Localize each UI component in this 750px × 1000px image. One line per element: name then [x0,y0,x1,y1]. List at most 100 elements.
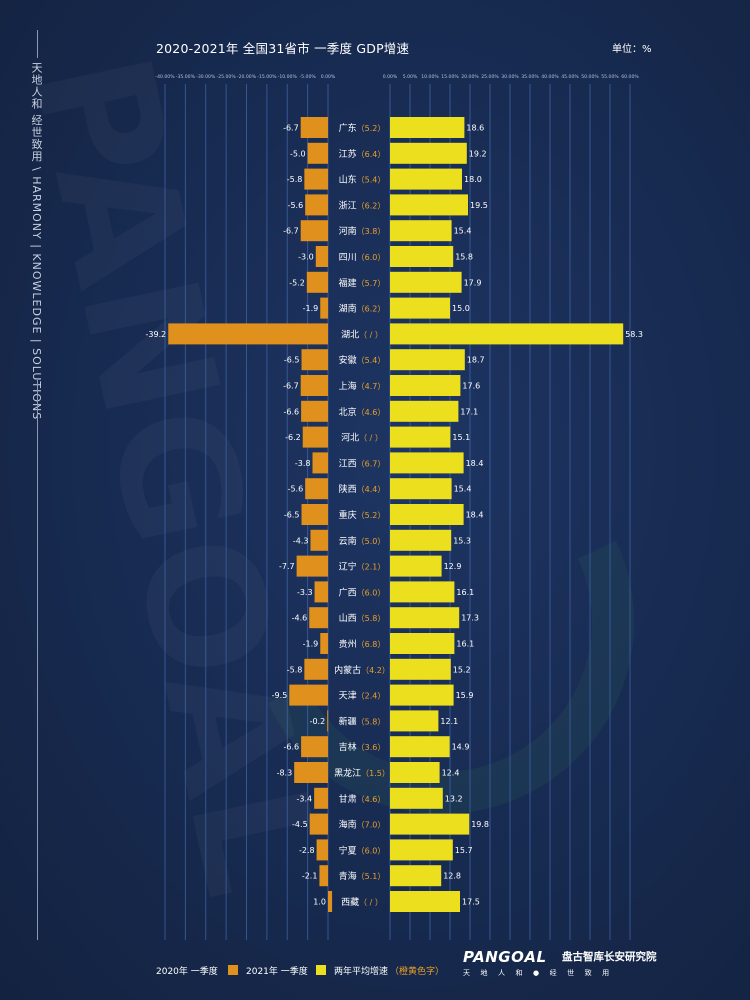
left-axis-tick-label: -20.00% [237,74,257,80]
bar-2021 [390,607,460,629]
two-year-avg-label: （6.7） [357,459,386,468]
province-label: 上海 [339,380,357,392]
value-label-2021: 12.4 [442,769,460,778]
left-axis-tick-label: -40.00% [155,74,175,80]
value-label-2020: -39.2 [146,330,167,339]
two-year-avg-label: （5.4） [357,356,386,365]
value-label-2021: 12.8 [443,872,461,881]
province-label: 海南 [339,819,357,831]
value-label-2020: -7.7 [279,562,295,571]
two-year-avg-label: （5.8） [357,614,386,623]
two-year-avg-label: （6.2） [357,201,386,210]
legend-swatch-2020 [228,965,238,975]
value-label-2020: -4.5 [292,820,308,829]
province-label: 福建 [339,277,357,289]
value-label-2020: -3.0 [298,253,314,262]
value-label-2021: 13.2 [445,794,463,803]
value-label-2021: 15.9 [456,691,474,700]
value-label-2020: -2.8 [299,846,315,855]
two-year-avg-label: （2.1） [357,563,386,572]
value-label-2020: -3.3 [297,588,313,597]
value-label-2020: -6.2 [285,433,301,442]
bar-2021 [390,504,464,525]
right-axis-tick-label: 45.00% [561,74,579,80]
value-label-2021: 15.1 [452,433,470,442]
bar-2021 [390,168,462,190]
value-label-2020: -6.5 [284,356,300,365]
two-year-avg-label: （6.0） [357,846,386,855]
bar-2020 [289,684,328,706]
value-label-2020: -4.6 [292,614,308,623]
bar-2021 [390,142,467,164]
bar-2021 [390,375,461,396]
bar-2021 [390,762,440,783]
province-label: 陕西 [339,483,357,495]
two-year-avg-label: （7.0） [357,821,386,830]
two-year-avg-label: （5.8） [357,717,386,726]
value-label-2020: -8.3 [277,769,293,778]
right-axis-tick-label: 5.00% [403,74,418,80]
value-label-2021: 12.9 [444,562,462,571]
bar-2021 [390,891,460,912]
bar-2021 [390,684,454,706]
left-axis-tick-label: -15.00% [257,74,277,80]
bar-2020 [309,607,328,629]
right-axis-tick-label: 50.00% [581,74,599,80]
two-year-avg-label: （6.0） [357,588,386,597]
province-label: 云南 [339,535,357,547]
value-label-2020: -6.6 [283,743,299,752]
province-label: 天津 [339,691,357,702]
two-year-avg-label: （5.1） [357,872,386,881]
right-axis-tick-label: 35.00% [521,74,539,80]
two-year-avg-label: （5.4） [357,176,386,185]
value-label-2021: 58.3 [625,330,643,339]
value-label-2021: 12.1 [440,717,458,726]
bar-2021 [390,787,443,809]
right-axis-tick-label: 10.00% [421,74,439,80]
province-label: 贵州 [339,638,357,650]
bar-2021 [390,194,468,216]
bar-2020 [306,271,328,293]
value-label-2021: 17.1 [460,407,478,416]
value-label-2020: -4.3 [293,536,309,545]
two-year-avg-label: （3.8） [357,227,386,236]
province-label: 甘肃 [339,793,357,805]
bar-2020 [300,220,328,242]
two-year-avg-label: （5.7） [357,279,386,288]
right-axis-tick-label: 40.00% [541,74,559,80]
value-label-2020: 1.0 [313,898,326,907]
bar-2020 [315,246,328,267]
bar-2020 [304,168,328,190]
legend-note-orange-text: （橙黄色字） [390,967,445,977]
province-label: 湖北 [341,329,359,340]
bar-2020 [301,736,328,758]
value-label-2021: 18.0 [464,175,482,184]
sidebar-slogan: 天地人和 经世致用 \ HARMONY | KNOWLEDGE | SOLUTI… [30,62,43,421]
province-label: 浙江 [339,199,357,211]
right-axis-tick-label: 20.00% [461,74,479,80]
two-year-avg-label: （6.2） [357,305,386,314]
bar-2020 [300,375,328,396]
bar-2020 [316,839,328,861]
province-label: 重庆 [339,509,357,521]
bar-2020 [296,555,328,577]
bar-2020 [328,891,333,912]
province-label: 四川 [339,253,357,263]
value-label-2020: -1.9 [303,304,319,313]
bar-2020 [304,658,328,680]
bar-2021 [390,246,454,267]
two-year-avg-label: （3.6） [357,743,386,752]
value-label-2021: 15.3 [453,536,471,545]
province-label: 辽宁 [339,561,357,573]
province-label: 湖南 [339,303,357,315]
value-label-2021: 15.4 [454,227,472,236]
two-year-avg-label: （ / ） [359,434,383,443]
bar-2020 [327,710,329,732]
left-axis-tick-label: -5.00% [299,74,316,80]
province-label: 广西 [339,586,357,598]
value-label-2021: 19.5 [470,201,488,210]
bar-2021 [390,452,464,474]
unit-label: 单位：% [612,44,652,55]
bar-2020 [319,865,328,887]
